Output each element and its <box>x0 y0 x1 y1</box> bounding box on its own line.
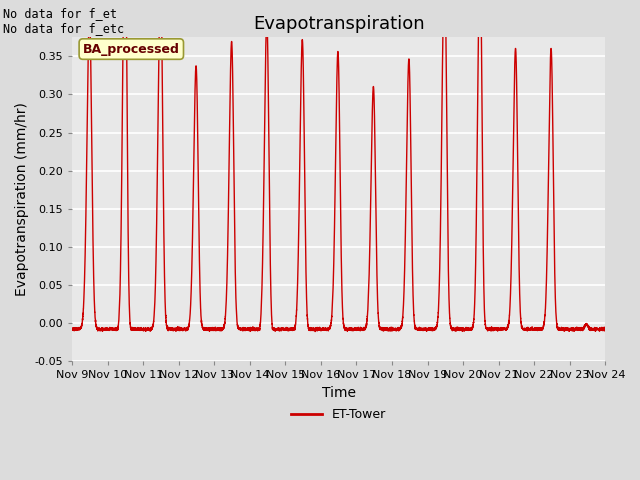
Title: Evapotranspiration: Evapotranspiration <box>253 15 424 33</box>
Y-axis label: Evapotranspiration (mm/hr): Evapotranspiration (mm/hr) <box>15 102 29 296</box>
Legend: ET-Tower: ET-Tower <box>286 403 392 426</box>
Text: No data for f_et
No data for f_etc: No data for f_et No data for f_etc <box>3 7 124 35</box>
Text: BA_processed: BA_processed <box>83 43 180 56</box>
X-axis label: Time: Time <box>322 386 356 400</box>
